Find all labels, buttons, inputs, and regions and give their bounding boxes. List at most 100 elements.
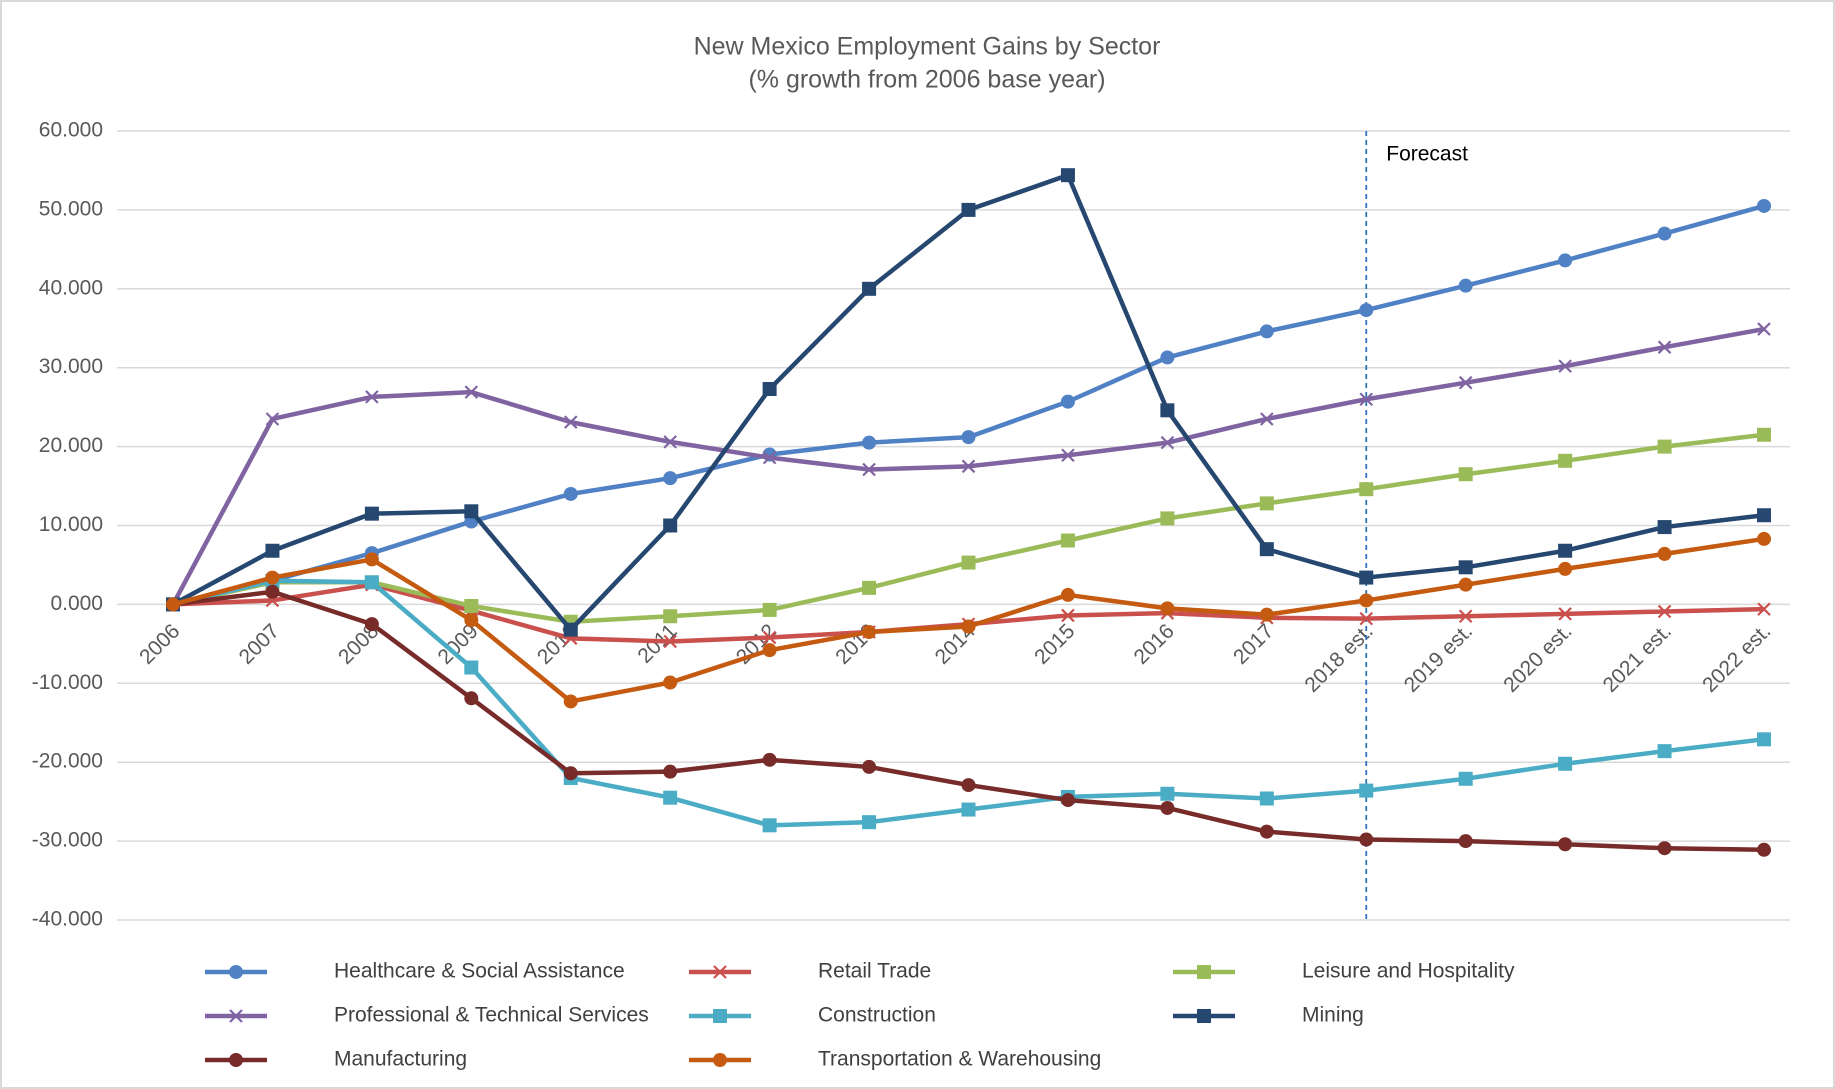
point	[663, 435, 677, 449]
point	[1197, 1009, 1211, 1023]
y-tick-label: -40.000	[32, 908, 103, 931]
y-tick-label: 10.000	[39, 513, 103, 536]
point	[762, 602, 777, 617]
point	[1060, 168, 1075, 183]
point	[1458, 560, 1473, 575]
point	[762, 450, 777, 465]
legend: Healthcare & Social Assistance Retail Tra…	[205, 960, 1515, 1071]
point	[265, 543, 280, 558]
point	[1757, 198, 1771, 213]
point	[265, 412, 280, 426]
point	[1558, 837, 1573, 852]
point	[713, 1053, 727, 1067]
point	[1657, 520, 1672, 535]
point	[1657, 546, 1672, 561]
point	[1259, 824, 1274, 839]
point	[862, 625, 877, 640]
point	[762, 630, 777, 645]
point	[365, 390, 379, 404]
point	[663, 790, 678, 805]
point	[762, 752, 777, 767]
point	[862, 815, 877, 830]
point	[1160, 601, 1175, 616]
point	[563, 622, 578, 637]
point	[464, 385, 479, 399]
chart-subtitle: (% growth from 2006 base year)	[748, 66, 1105, 94]
point	[1458, 375, 1473, 390]
point	[1060, 793, 1075, 808]
point	[1757, 508, 1771, 523]
point	[862, 462, 876, 477]
y-tick-label: -10.000	[32, 671, 103, 694]
point	[1197, 965, 1211, 979]
point	[762, 818, 777, 833]
point	[1558, 453, 1573, 468]
y-tick-label: 40.000	[39, 276, 103, 299]
point	[961, 619, 976, 634]
point	[663, 518, 678, 533]
point	[364, 506, 379, 521]
point	[1458, 467, 1473, 482]
y-tick-label: 30.000	[39, 355, 103, 378]
y-tick-label: -20.000	[32, 750, 103, 773]
point	[762, 643, 777, 658]
point	[563, 415, 578, 429]
point	[1359, 392, 1374, 407]
point	[663, 609, 678, 624]
point	[166, 597, 180, 612]
point	[1458, 609, 1473, 624]
point	[229, 1009, 243, 1023]
point	[1259, 542, 1274, 557]
point	[1160, 786, 1175, 801]
point	[1458, 577, 1473, 592]
point	[364, 575, 379, 590]
point	[1657, 744, 1672, 759]
annotation: Forecast	[1386, 143, 1468, 166]
point	[1359, 482, 1374, 497]
point	[1657, 841, 1672, 856]
point	[762, 382, 777, 397]
point	[1458, 771, 1473, 786]
point	[862, 281, 877, 296]
point	[1259, 324, 1274, 339]
point	[1160, 435, 1175, 450]
point	[862, 759, 877, 774]
point	[713, 1009, 727, 1023]
point	[1657, 439, 1672, 454]
point	[563, 486, 578, 501]
point	[1359, 832, 1374, 847]
point	[1558, 756, 1573, 771]
point	[1458, 834, 1473, 849]
point	[1259, 791, 1274, 806]
legend-label: Healthcare & Social Assistance	[334, 960, 625, 983]
point	[1657, 604, 1672, 619]
y-tick-label: 20.000	[39, 434, 103, 457]
point	[1558, 359, 1572, 373]
point	[1359, 570, 1374, 585]
point	[1061, 608, 1075, 623]
point	[1757, 842, 1771, 857]
point	[1657, 226, 1672, 241]
point	[862, 435, 877, 450]
point	[229, 965, 243, 979]
point	[1757, 531, 1771, 546]
point	[464, 691, 479, 706]
point	[1359, 593, 1374, 608]
legend-label: Transportation & Warehousing	[818, 1048, 1101, 1071]
point	[961, 459, 976, 474]
point	[961, 778, 976, 793]
point	[1359, 303, 1374, 318]
point	[1060, 587, 1075, 602]
point	[229, 1053, 243, 1067]
point	[1757, 427, 1771, 442]
point	[713, 965, 727, 979]
legend-label: Mining	[1302, 1004, 1364, 1027]
point	[663, 471, 678, 486]
point	[663, 764, 678, 779]
point	[563, 766, 578, 781]
point	[1458, 278, 1473, 293]
point	[1757, 732, 1771, 747]
point	[1160, 350, 1175, 365]
